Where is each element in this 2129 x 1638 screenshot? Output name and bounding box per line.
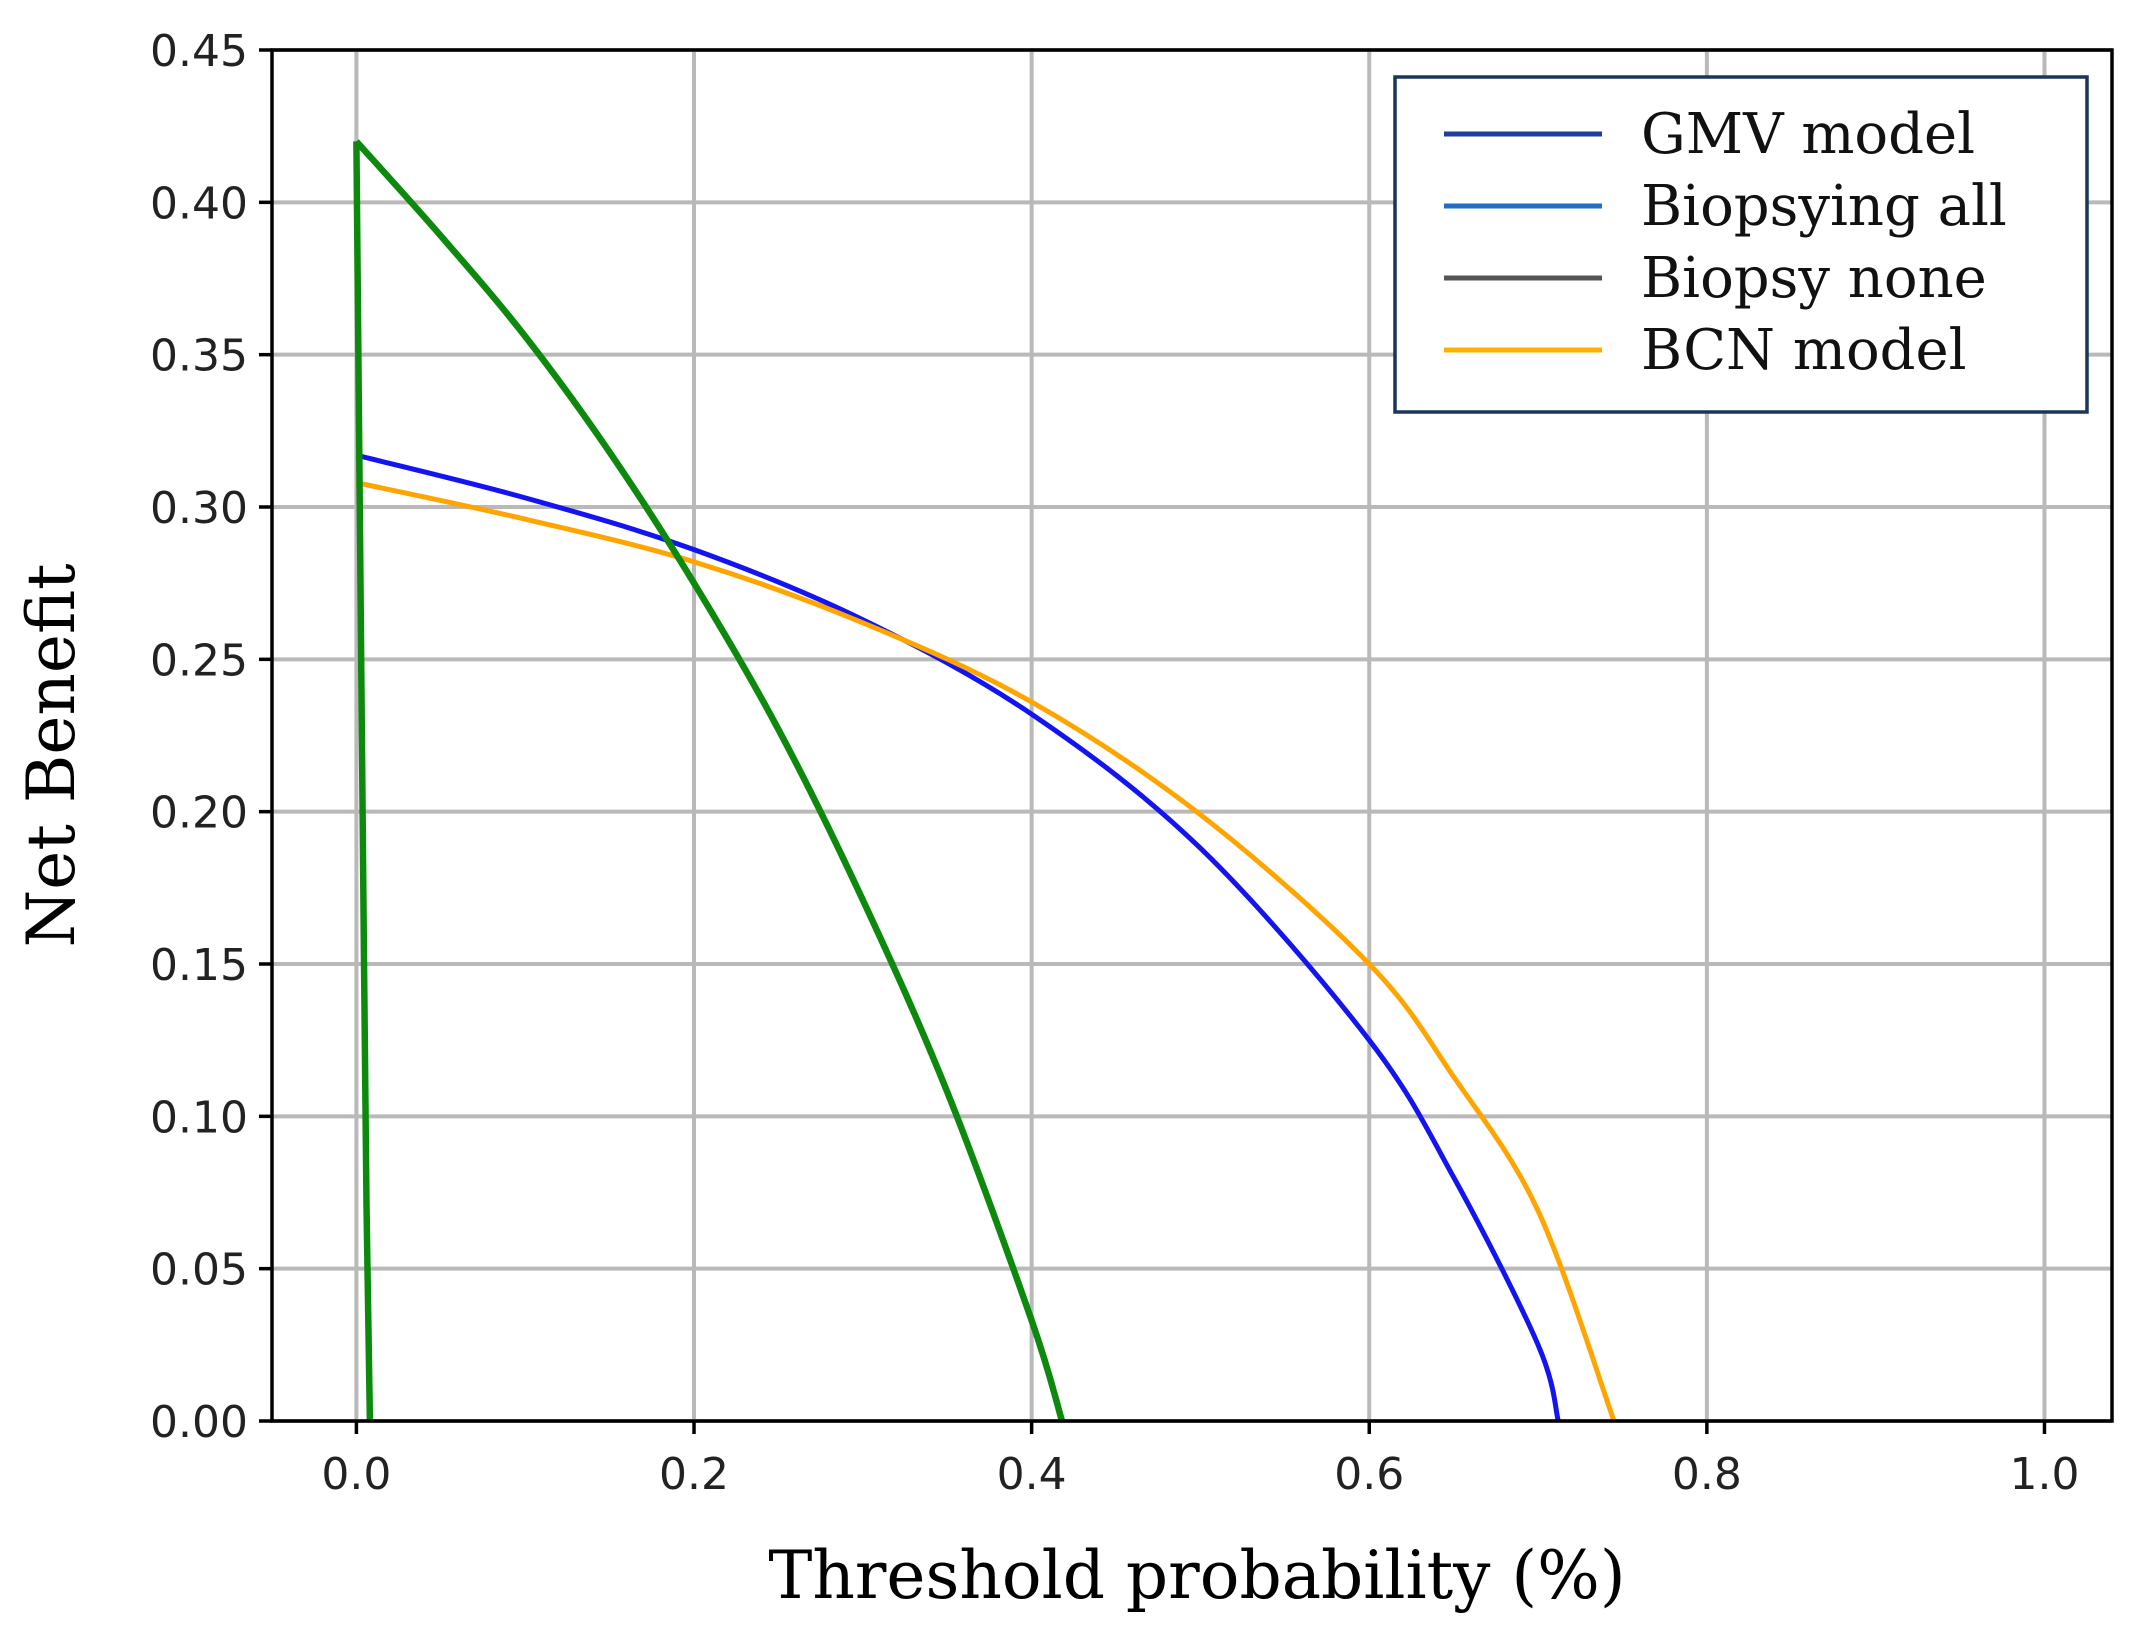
y-tick-label: 0.15 xyxy=(150,940,248,991)
y-tick-label: 0.25 xyxy=(150,635,248,686)
series-line-bcn-model xyxy=(355,480,1617,1422)
x-tick-label: 0.4 xyxy=(997,1449,1067,1500)
legend-label-bcn-model: BCN model xyxy=(1641,318,1967,383)
legend-label-gmv-model: GMV model xyxy=(1641,102,1975,167)
x-tick-label: 0.8 xyxy=(1672,1449,1742,1500)
y-tick-label: 0.05 xyxy=(150,1245,248,1296)
x-axis-ticks: 0.0 0.2 0.4 0.6 0.8 1.0 xyxy=(321,1421,2079,1500)
y-tick-label: 0.00 xyxy=(150,1397,248,1448)
series-line-biopsy-none xyxy=(353,141,374,1422)
x-tick-label: 0.0 xyxy=(321,1449,391,1500)
legend: GMV model Biopsying all Biopsy none BCN mod… xyxy=(1393,75,2089,414)
x-tick-label: 0.6 xyxy=(1334,1449,1404,1500)
y-tick-label: 0.20 xyxy=(150,788,248,839)
x-tick-label: 0.2 xyxy=(659,1449,729,1500)
series-line-biopsying-all xyxy=(353,139,1066,1422)
y-tick-label: 0.35 xyxy=(150,331,248,382)
legend-label-biopsying-all: Biopsying all xyxy=(1641,174,2007,239)
y-axis-ticks: 0.00 0.05 0.10 0.15 0.20 0.25 0.30 0.35 0.40 0.45 xyxy=(150,26,272,1448)
y-tick-label: 0.45 xyxy=(150,26,248,77)
plot-frame xyxy=(270,48,2114,1423)
y-tick-label: 0.30 xyxy=(150,483,248,534)
y-tick-label: 0.10 xyxy=(150,1092,248,1143)
y-axis-title: Net Benefit xyxy=(13,564,90,948)
x-axis-title: Threshold probability (%) xyxy=(768,1537,1625,1614)
y-tick-label: 0.40 xyxy=(150,178,248,229)
x-tick-label: 1.0 xyxy=(2009,1449,2079,1500)
legend-label-biopsy-none: Biopsy none xyxy=(1641,246,1987,311)
series-line-gmv-model xyxy=(355,452,1561,1422)
plot-series xyxy=(353,139,1617,1422)
